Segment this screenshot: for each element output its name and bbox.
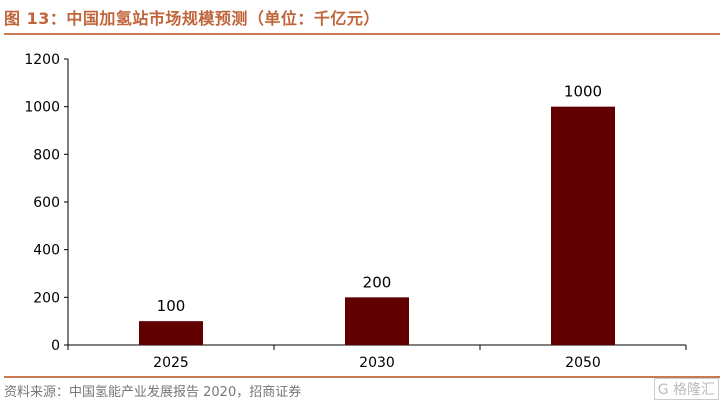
y-tick-label: 200 (33, 290, 60, 306)
watermark-logo: G 格隆汇 (653, 378, 719, 400)
bar-2030 (345, 297, 409, 345)
data-label: 1000 (564, 83, 602, 101)
y-tick-label: 800 (33, 147, 60, 163)
bar-2025 (139, 321, 203, 345)
y-tick-label: 1000 (24, 100, 60, 116)
x-tick-label: 2030 (359, 355, 395, 371)
data-label: 100 (157, 297, 186, 315)
source-note: 资料来源：中国氢能产业发展报告 2020，招商证券 (4, 385, 302, 400)
figure-title: 图 13：中国加氢站市场规模预测（单位：千亿元） (4, 9, 380, 28)
bar-2050 (551, 106, 615, 346)
y-tick-label: 0 (51, 338, 60, 354)
bottom-rule (4, 376, 720, 378)
y-tick-label: 400 (33, 243, 60, 259)
x-tick-label: 2025 (153, 355, 189, 371)
title-rule (4, 33, 720, 35)
y-tick-label: 600 (33, 195, 60, 211)
data-label: 200 (363, 273, 392, 291)
y-tick-label: 1200 (24, 52, 60, 68)
x-tick-label: 2050 (565, 355, 601, 371)
